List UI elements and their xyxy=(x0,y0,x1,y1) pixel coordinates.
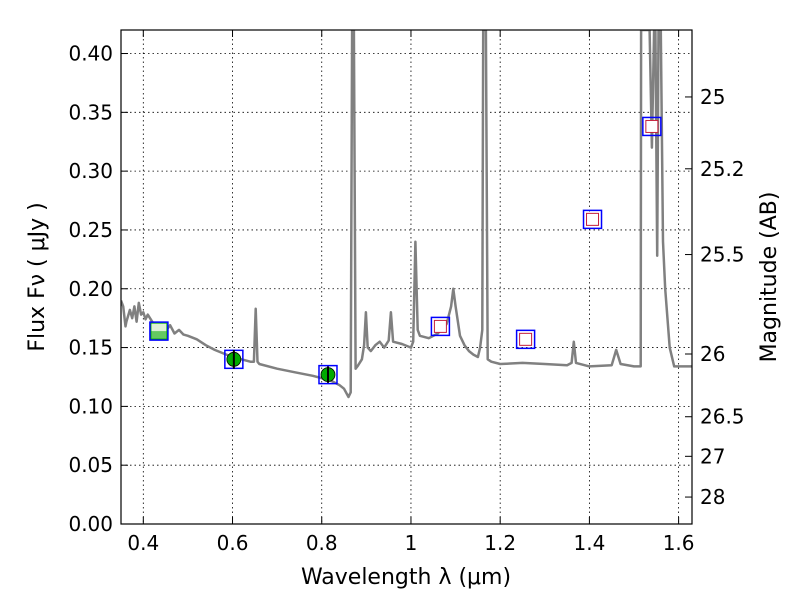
photometry-point-detected xyxy=(224,349,244,370)
right-axis-tick-label: 27 xyxy=(700,444,725,468)
y-tick-label: 0.25 xyxy=(68,218,113,242)
x-tick-label: 1 xyxy=(405,531,418,555)
right-axis-tick-label: 25.5 xyxy=(700,243,745,267)
right-axis-tick-label: 25 xyxy=(700,85,725,109)
y-tick-label: 0.20 xyxy=(68,277,113,301)
grid xyxy=(121,30,692,525)
x-tick-label: 0.4 xyxy=(127,531,159,555)
y-axis-label: Flux Fν ( μJy ) xyxy=(25,202,50,351)
x-tick-label: 1.6 xyxy=(663,531,695,555)
x-tick-label: 1.4 xyxy=(573,531,605,555)
right-axis-tick-label: 28 xyxy=(700,485,725,509)
axes: 0.4 0.6 0.8 1 1.2 1.4 1.6 0.00 0.05 0.10 0.15 0.20 0… xyxy=(68,30,745,555)
right-axis-label: Magnitude (AB) xyxy=(757,192,782,363)
x-tick-label: 0.6 xyxy=(217,531,249,555)
right-axis-tick-label: 26.5 xyxy=(700,405,745,429)
y-tick-label: 0.00 xyxy=(68,512,113,536)
right-axis-tick-label: 25.2 xyxy=(700,157,745,181)
y-tick-label: 0.15 xyxy=(68,336,113,360)
y-tick-label: 0.05 xyxy=(68,453,113,477)
x-axis-label: Wavelength λ (μm) xyxy=(301,565,511,590)
photometry-point-open xyxy=(515,329,536,350)
y-tick-label: 0.40 xyxy=(68,42,113,66)
x-tick-label: 0.8 xyxy=(306,531,338,555)
y-tick-label: 0.30 xyxy=(68,159,113,183)
photometry-point-open xyxy=(642,116,662,137)
axes-frame xyxy=(120,29,693,525)
photometry-point-hatched xyxy=(149,321,169,341)
y-tick-label: 0.10 xyxy=(68,394,113,418)
photometry-point-open xyxy=(430,316,451,337)
y-tick-label: 0.35 xyxy=(68,100,113,124)
photometry-point-detected xyxy=(318,364,338,385)
model-spectrum-line xyxy=(121,30,692,399)
photometry-point-open xyxy=(582,209,603,230)
plot-area xyxy=(121,30,692,399)
right-axis-tick-label: 26 xyxy=(700,342,725,366)
x-tick-label: 1.2 xyxy=(484,531,516,555)
